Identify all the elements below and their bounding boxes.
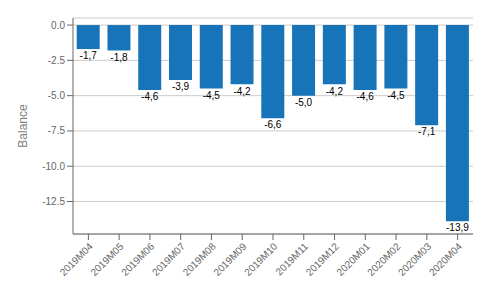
svg-text:-5.0: -5.0 bbox=[48, 90, 66, 101]
svg-text:-4,2: -4,2 bbox=[233, 86, 251, 97]
svg-text:-1,8: -1,8 bbox=[110, 52, 128, 63]
svg-text:-4,5: -4,5 bbox=[387, 90, 405, 101]
svg-text:-2.5: -2.5 bbox=[48, 55, 66, 66]
svg-text:2019M05: 2019M05 bbox=[88, 240, 126, 278]
svg-text:Balance: Balance bbox=[16, 104, 30, 148]
svg-text:-13,9: -13,9 bbox=[446, 222, 469, 233]
svg-text:2019M11: 2019M11 bbox=[273, 240, 311, 278]
svg-text:2020M03: 2020M03 bbox=[396, 240, 434, 278]
svg-text:-4,6: -4,6 bbox=[356, 91, 374, 102]
svg-text:-7,1: -7,1 bbox=[418, 126, 436, 137]
svg-text:-1,7: -1,7 bbox=[80, 50, 98, 61]
svg-text:2019M09: 2019M09 bbox=[211, 240, 249, 278]
svg-text:0.0: 0.0 bbox=[51, 20, 65, 31]
svg-text:-4,5: -4,5 bbox=[203, 90, 221, 101]
svg-text:2019M06: 2019M06 bbox=[119, 240, 157, 278]
svg-text:-6,6: -6,6 bbox=[264, 119, 282, 130]
svg-text:2020M04: 2020M04 bbox=[427, 240, 465, 278]
svg-text:2019M12: 2019M12 bbox=[303, 240, 341, 278]
svg-text:-12.5: -12.5 bbox=[42, 196, 65, 207]
svg-text:2019M04: 2019M04 bbox=[57, 240, 95, 278]
svg-text:-4,6: -4,6 bbox=[141, 91, 159, 102]
svg-text:-7.5: -7.5 bbox=[48, 125, 66, 136]
svg-text:-3,9: -3,9 bbox=[172, 81, 190, 92]
svg-text:2019M08: 2019M08 bbox=[180, 240, 218, 278]
svg-text:2019M10: 2019M10 bbox=[242, 240, 280, 278]
svg-text:-10.0: -10.0 bbox=[42, 161, 65, 172]
svg-text:-4,2: -4,2 bbox=[326, 86, 344, 97]
svg-text:-5,0: -5,0 bbox=[295, 97, 313, 108]
svg-text:2019M07: 2019M07 bbox=[149, 240, 188, 278]
svg-text:2020M02: 2020M02 bbox=[365, 240, 403, 278]
svg-text:2020M01: 2020M01 bbox=[334, 240, 372, 278]
